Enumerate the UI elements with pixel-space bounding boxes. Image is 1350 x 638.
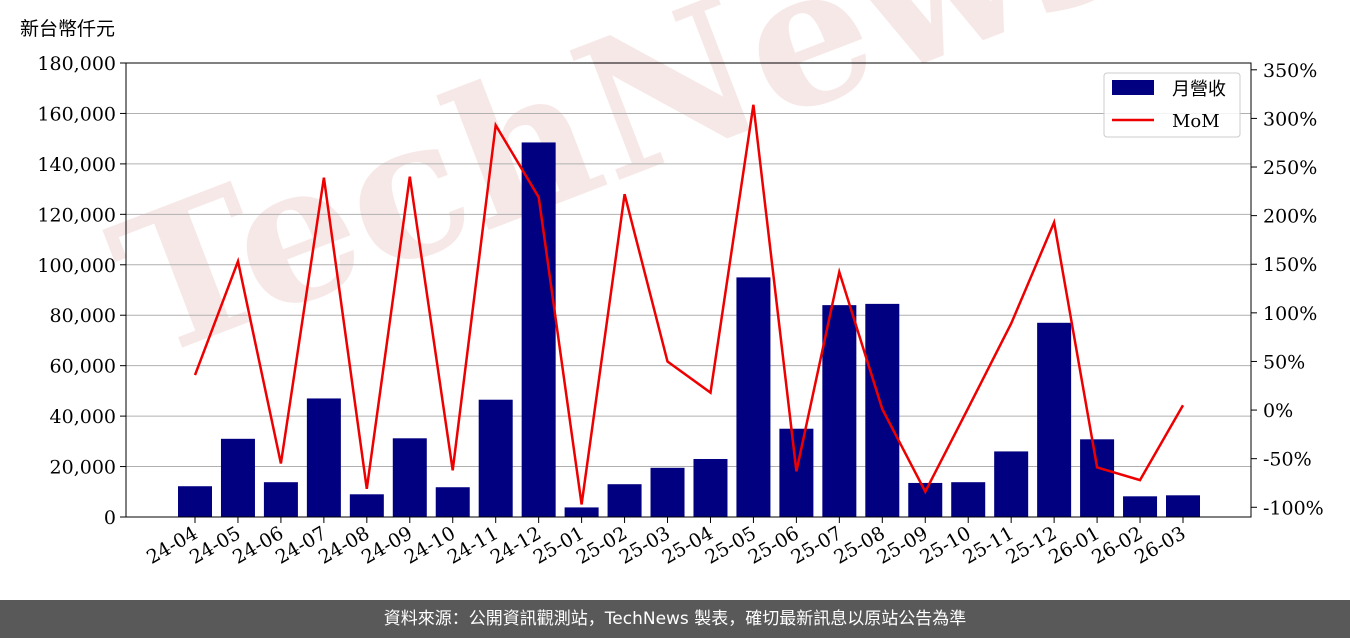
bar [607, 484, 642, 517]
legend-label-revenue: 月營收 [1172, 79, 1226, 100]
bar [736, 277, 771, 517]
left-tick-label: 140,000 [37, 154, 116, 176]
plot-frame [125, 62, 1252, 518]
unit-label: 新台幣仟元 [20, 18, 116, 40]
legend-label-mom: MoM [1172, 111, 1220, 132]
right-tick-label: -50% [1263, 449, 1312, 471]
bar [822, 305, 857, 517]
right-tick-label: 200% [1263, 206, 1317, 228]
bar [564, 507, 599, 517]
right-tick-label: 300% [1263, 108, 1317, 130]
bar [650, 467, 685, 517]
right-tick-label: 250% [1263, 157, 1317, 179]
bar [779, 428, 814, 517]
bar [693, 458, 728, 517]
left-tick-label: 0 [104, 507, 116, 529]
revenue-mom-chart: TechNews 0 20,000 40,000 60,000 80,000 100,00… [37, 0, 1324, 569]
right-tick-label: 150% [1263, 254, 1317, 276]
right-tick-label: 50% [1263, 351, 1305, 373]
footer-source-note: 資料來源：公開資訊觀測站，TechNews 製表，確切最新訊息以原站公告為準 [0, 600, 1350, 638]
bar [263, 482, 298, 517]
left-tick-label: 20,000 [50, 457, 116, 479]
bar [306, 398, 341, 517]
bar [435, 487, 470, 517]
right-tick-label: -100% [1263, 497, 1324, 519]
right-tick-label: 350% [1263, 60, 1317, 82]
left-tick-label: 40,000 [50, 406, 116, 428]
right-tick-label: 0% [1263, 400, 1293, 422]
bar [1123, 496, 1158, 517]
bar [994, 451, 1029, 517]
bar [392, 438, 427, 517]
bar [178, 486, 212, 517]
bar [1080, 439, 1115, 517]
technews-watermark: TechNews [86, 0, 1155, 402]
left-tick-label: 120,000 [37, 204, 116, 226]
right-axis: -100% -50% 0% 50% 100% 150% 200% 250% 300% 350% [1251, 60, 1324, 519]
left-axis: 0 20,000 40,000 60,000 80,000 100,000 120,000 1… [37, 53, 126, 529]
left-tick-label: 100,000 [37, 255, 116, 277]
left-tick-label: 60,000 [50, 356, 116, 378]
x-axis: 24-0424-0524-0624-0724-0824-0924-1024-11… [143, 517, 1190, 569]
bar [908, 482, 943, 517]
bar [1166, 495, 1200, 517]
mom-line [193, 104, 1185, 505]
right-tick-label: 100% [1263, 303, 1317, 325]
left-tick-label: 80,000 [50, 305, 116, 327]
left-tick-label: 160,000 [37, 103, 116, 125]
legend-swatch-bar [1112, 80, 1154, 95]
bar [349, 494, 384, 517]
legend: 月營收 MoM [1103, 72, 1241, 138]
bar [220, 438, 255, 517]
bars [178, 142, 1200, 517]
bar [478, 399, 513, 517]
x-tick-label: 26-03 [1131, 522, 1189, 568]
bar [951, 482, 986, 517]
left-tick-label: 180,000 [37, 53, 116, 75]
bar [1037, 322, 1072, 517]
